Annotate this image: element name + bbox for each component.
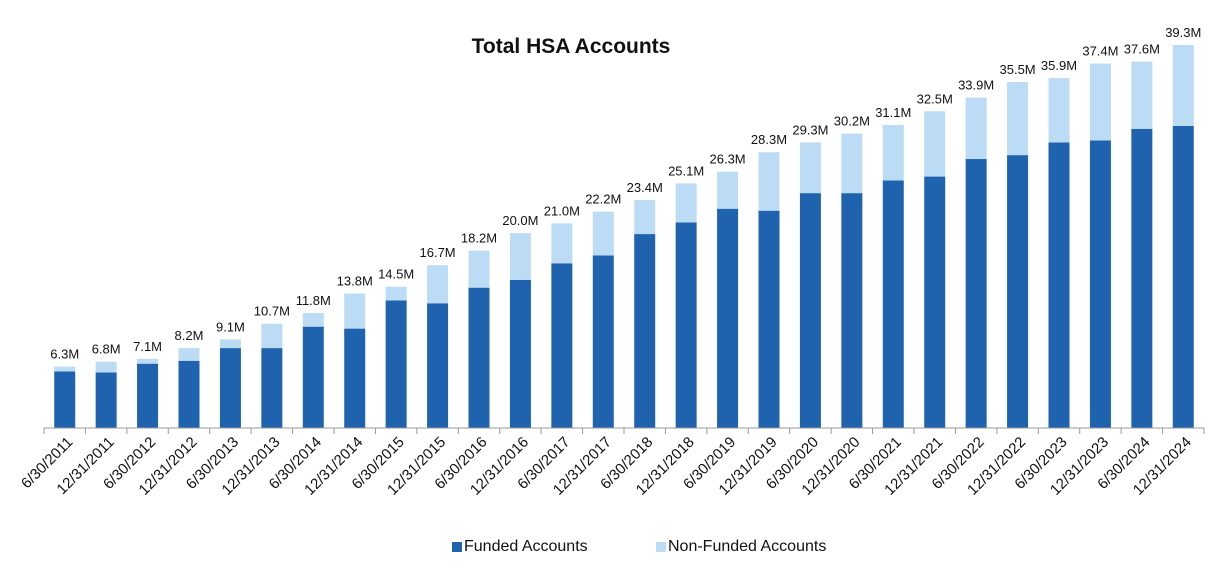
total-label: 21.0M [544, 203, 580, 218]
legend-swatch [452, 542, 462, 552]
total-label: 26.3M [710, 152, 746, 167]
total-label: 11.8M [296, 293, 331, 308]
total-label: 35.9M [1041, 58, 1077, 73]
bar-segment [717, 171, 739, 209]
bar-segment [799, 193, 821, 428]
bar-segment [302, 313, 324, 327]
bar-segment [799, 142, 821, 194]
total-label: 37.6M [1124, 42, 1160, 57]
bar-segment [1089, 140, 1111, 429]
total-label: 22.2M [585, 192, 621, 207]
bar-segment [178, 348, 200, 361]
bar-segment [551, 223, 573, 264]
bar-segment [592, 211, 614, 256]
bar-segment [675, 222, 697, 428]
bar-segment [261, 323, 283, 349]
total-label: 39.3M [1165, 25, 1201, 40]
bar-segment [882, 124, 904, 181]
bar-segment [1172, 125, 1194, 429]
bar-segment [965, 97, 987, 160]
legend-swatch [656, 542, 666, 552]
bar-segment [137, 363, 159, 428]
bar-segment [758, 152, 780, 211]
bar-segment [1007, 82, 1029, 156]
total-label: 23.4M [627, 180, 663, 195]
bar-segment [924, 176, 946, 428]
total-label: 13.8M [337, 274, 373, 289]
total-label: 6.3M [50, 347, 79, 362]
total-label: 33.9M [958, 78, 994, 93]
bar-segment [385, 300, 407, 428]
bar-segment [344, 293, 366, 329]
bar-segment [54, 366, 76, 372]
bar-segment [468, 250, 490, 288]
total-label: 32.5M [917, 91, 953, 106]
bar-segment [634, 199, 656, 235]
total-label: 31.1M [875, 105, 911, 120]
bar-segment [468, 287, 490, 428]
chart-title: Total HSA Accounts [472, 35, 671, 58]
bar-segment [1007, 155, 1029, 428]
total-label: 8.2M [175, 328, 204, 343]
bar-segment [1048, 78, 1070, 143]
bar-segment [1131, 61, 1153, 129]
bar-segment [717, 208, 739, 428]
bar-segment [634, 234, 656, 428]
total-label: 10.7M [254, 304, 290, 319]
total-label: 25.1M [668, 163, 704, 178]
bar-segment [551, 263, 573, 428]
bar-segment [882, 180, 904, 428]
legend-label: Funded Accounts [464, 538, 588, 555]
bar-segment [178, 360, 200, 428]
legend-label: Non-Funded Accounts [668, 538, 826, 555]
bar-segment [95, 372, 117, 428]
total-label: 7.1M [133, 339, 162, 354]
bar-segment [1089, 63, 1111, 141]
bar-segment [841, 193, 863, 428]
total-label: 28.3M [751, 132, 787, 147]
bar-segment [924, 111, 946, 177]
total-label: 16.7M [420, 245, 456, 260]
bar-segment [219, 339, 241, 349]
bar-segment [965, 159, 987, 429]
bar-segment [1048, 142, 1070, 428]
bar-segment [1131, 128, 1153, 428]
bar-segment [675, 183, 697, 223]
total-label: 18.2M [461, 231, 497, 246]
total-label: 9.1M [216, 319, 245, 334]
total-label: 14.5M [378, 267, 414, 282]
bar-segment [509, 233, 531, 280]
bar-segment [592, 255, 614, 428]
bar-segment [137, 358, 159, 364]
total-label: 30.2M [834, 114, 870, 129]
bar-segment [54, 371, 76, 428]
bar-segment [758, 210, 780, 428]
bar-segment [509, 279, 531, 428]
bar-segment [427, 265, 449, 304]
bar-segment [261, 348, 283, 428]
total-label: 20.0M [502, 213, 538, 228]
total-label: 29.3M [792, 122, 828, 137]
bar-segment [95, 361, 117, 373]
bar-segment [841, 133, 863, 194]
bar-segment [385, 286, 407, 301]
total-label: 6.8M [92, 342, 121, 357]
total-label: 37.4M [1082, 44, 1118, 59]
bar-segment [344, 328, 366, 428]
bar-segment [302, 326, 324, 428]
total-label: 35.5M [1000, 62, 1036, 77]
bar-segment [219, 348, 241, 428]
bar-segment [1172, 45, 1194, 126]
bar-segment [427, 303, 449, 428]
